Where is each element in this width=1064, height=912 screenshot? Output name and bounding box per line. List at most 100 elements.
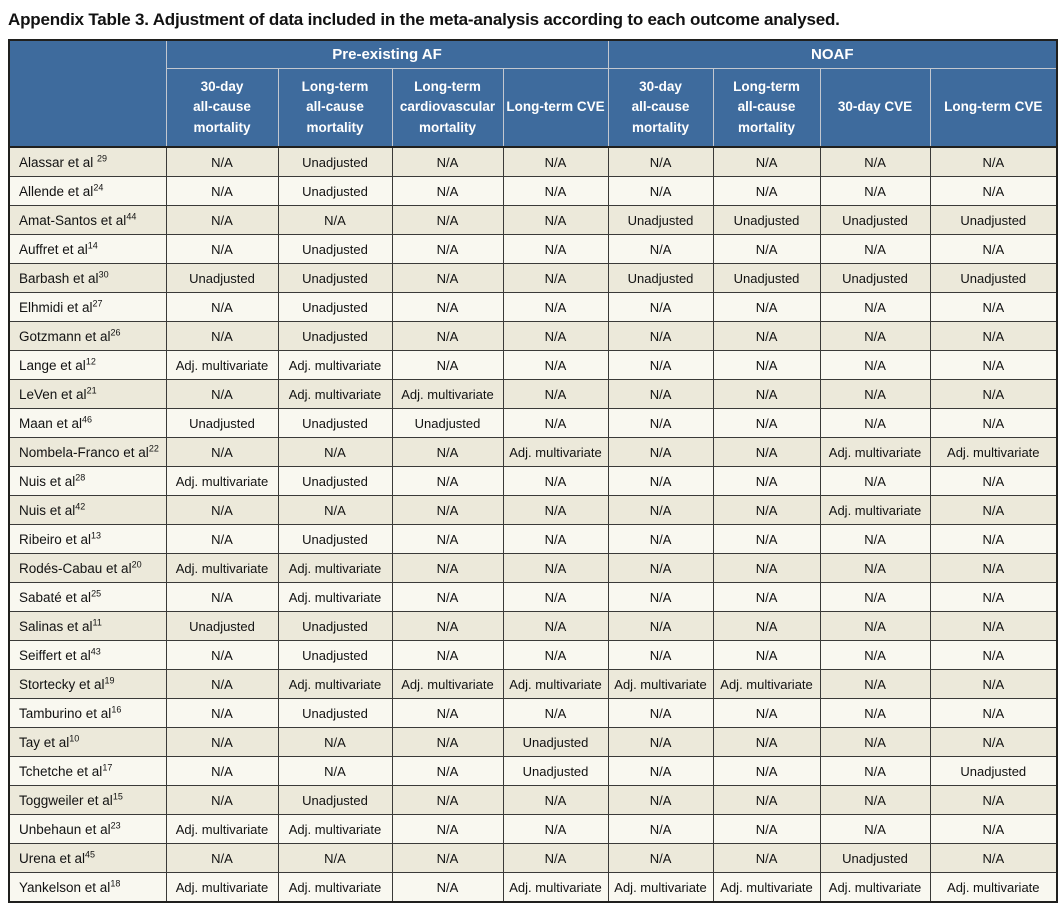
adjustment-cell: Adj. multivariate xyxy=(712,669,821,699)
table-row: Seiffert et al43 N/A Unadjusted N/A N/A N/A N/… xyxy=(8,640,1058,670)
study-name-text: Seiffert et al xyxy=(19,647,91,663)
study-name-text: Sabaté et al xyxy=(19,589,92,605)
adjustment-cell: Unadjusted xyxy=(819,263,931,293)
adjustment-cell: N/A xyxy=(929,814,1058,844)
adjustment-cell: Adj. multivariate xyxy=(277,669,393,699)
adjustment-cell: Unadjusted xyxy=(607,263,714,293)
study-name-text: Allende et al xyxy=(19,183,94,199)
adjustment-cell: N/A xyxy=(607,495,714,525)
study-reference-number: 13 xyxy=(91,530,102,540)
adjustment-cell: N/A xyxy=(607,727,714,757)
adjustment-cell: N/A xyxy=(607,176,714,206)
table-row: Ribeiro et al13 N/A Unadjusted N/A N/A N/A N/A… xyxy=(8,524,1058,554)
adjustment-cell: N/A xyxy=(819,350,931,380)
adjustment-cell: N/A xyxy=(277,727,393,757)
study-name-text: Nuis et al xyxy=(19,502,76,518)
adjustment-cell: Adj. multivariate xyxy=(391,669,504,699)
adjustment-cell: N/A xyxy=(502,205,609,235)
adjustment-cell: N/A xyxy=(502,611,609,641)
adjustment-cell: Adj. multivariate xyxy=(502,437,609,467)
study-name: Gotzmann et al26 xyxy=(8,321,167,351)
table-row: LeVen et al21 N/A Adj. multivariate Adj. mu… xyxy=(8,379,1058,409)
adjustment-cell: N/A xyxy=(165,698,279,728)
adjustment-cell: N/A xyxy=(391,263,504,293)
group-header-noaf: NOAF xyxy=(607,39,1058,69)
study-reference-number: 22 xyxy=(148,443,159,453)
table-row: Nuis et al28 Adj. multivariate Unadjusted N… xyxy=(8,466,1058,496)
study-name: Unbehaun et al23 xyxy=(8,814,167,844)
table-row: Urena et al45 N/A N/A N/A N/A N/A N/A Unadjuste… xyxy=(8,843,1058,873)
adjustment-cell: Adj. multivariate xyxy=(929,437,1058,467)
adjustment-cell: N/A xyxy=(929,234,1058,264)
study-reference-number: 16 xyxy=(111,704,122,714)
adjustment-cell: N/A xyxy=(502,263,609,293)
adjustment-cell: N/A xyxy=(391,176,504,206)
adjustment-cell: N/A xyxy=(165,146,279,177)
adjustment-cell: Adj. multivariate xyxy=(277,814,393,844)
adjustment-cell: N/A xyxy=(712,843,821,873)
adjustment-cell: N/A xyxy=(712,292,821,322)
study-reference-number: 43 xyxy=(90,646,101,656)
adjustment-cell: N/A xyxy=(502,146,609,177)
adjustment-cell: N/A xyxy=(502,176,609,206)
study-name-text: LeVen et al xyxy=(19,386,87,402)
adjustment-cell: N/A xyxy=(929,524,1058,554)
adjustment-cell: N/A xyxy=(929,727,1058,757)
adjustment-cell: N/A xyxy=(929,698,1058,728)
table-row: Tay et al10 N/A N/A N/A Unadjusted N/A N/A N/A N… xyxy=(8,727,1058,757)
study-name-text: Amat-Santos et al xyxy=(19,212,127,228)
adjustment-cell: N/A xyxy=(391,872,504,903)
adjustment-cell: N/A xyxy=(712,495,821,525)
adjustment-cell: N/A xyxy=(607,611,714,641)
adjustment-cell: N/A xyxy=(391,553,504,583)
study-reference-number: 20 xyxy=(131,559,142,569)
table-row: Toggweiler et al15 N/A Unadjusted N/A N/A N/A… xyxy=(8,785,1058,815)
adjustment-cell: Adj. multivariate xyxy=(277,582,393,612)
column-header-row: 30-day all-cause mortality Long-term all… xyxy=(9,68,1058,148)
adjustment-cell: N/A xyxy=(712,146,821,177)
adjustment-cell: N/A xyxy=(607,379,714,409)
study-name-text: Tay et al xyxy=(19,734,70,750)
study-reference-number: 27 xyxy=(92,298,103,308)
adjustment-cell: N/A xyxy=(712,234,821,264)
adjustment-cell: N/A xyxy=(607,524,714,554)
adjustment-cell: N/A xyxy=(607,582,714,612)
table-row: Alassar et al 29 N/A Unadjusted N/A N/A N/A N/… xyxy=(8,146,1058,177)
adjustment-cell: N/A xyxy=(819,466,931,496)
study-name-text: Tamburino et al xyxy=(19,705,112,721)
group-header-preexisting-af: Pre-existing AF xyxy=(165,39,609,69)
adjustment-cell: N/A xyxy=(391,495,504,525)
table-row: Nuis et al42 N/A N/A N/A N/A N/A N/A Adj. multi… xyxy=(8,495,1058,525)
study-name: Elhmidi et al27 xyxy=(8,292,167,322)
adjustment-cell: N/A xyxy=(929,495,1058,525)
adjustment-cell: N/A xyxy=(165,495,279,525)
adjustment-table: Pre-existing AF NOAF 30-day all-cause mo… xyxy=(8,39,1059,903)
study-reference-number: 45 xyxy=(85,849,96,859)
table-row: Amat-Santos et al44 N/A N/A N/A N/A Unadjuste… xyxy=(8,205,1058,235)
adjustment-cell: N/A xyxy=(819,234,931,264)
table-row: Nombela-Franco et al22 N/A N/A N/A Adj. mult… xyxy=(8,437,1058,467)
adjustment-cell: N/A xyxy=(712,814,821,844)
adjustment-cell: N/A xyxy=(819,756,931,786)
adjustment-cell: N/A xyxy=(819,176,931,206)
study-name-text: Nombela-Franco et al xyxy=(19,444,149,460)
adjustment-cell: N/A xyxy=(819,640,931,670)
adjustment-cell: N/A xyxy=(712,553,821,583)
study-name-text: Ribeiro et al xyxy=(19,531,92,547)
adjustment-cell: N/A xyxy=(712,756,821,786)
adjustment-cell: N/A xyxy=(277,205,393,235)
study-name-text: Urena et al xyxy=(19,850,86,866)
adjustment-cell: N/A xyxy=(712,785,821,815)
adjustment-cell: N/A xyxy=(165,669,279,699)
study-name-text: Unbehaun et al xyxy=(19,821,111,837)
adjustment-cell: N/A xyxy=(929,379,1058,409)
study-name-text: Maan et al xyxy=(19,415,83,431)
adjustment-cell: N/A xyxy=(819,408,931,438)
study-name: Barbash et al30 xyxy=(8,263,167,293)
adjustment-cell: N/A xyxy=(929,350,1058,380)
adjustment-cell: N/A xyxy=(607,756,714,786)
adjustment-cell: N/A xyxy=(607,146,714,177)
table-row: Auffret et al14 N/A Unadjusted N/A N/A N/A N/A… xyxy=(8,234,1058,264)
adjustment-cell: N/A xyxy=(502,234,609,264)
study-reference-number: 42 xyxy=(75,501,86,511)
